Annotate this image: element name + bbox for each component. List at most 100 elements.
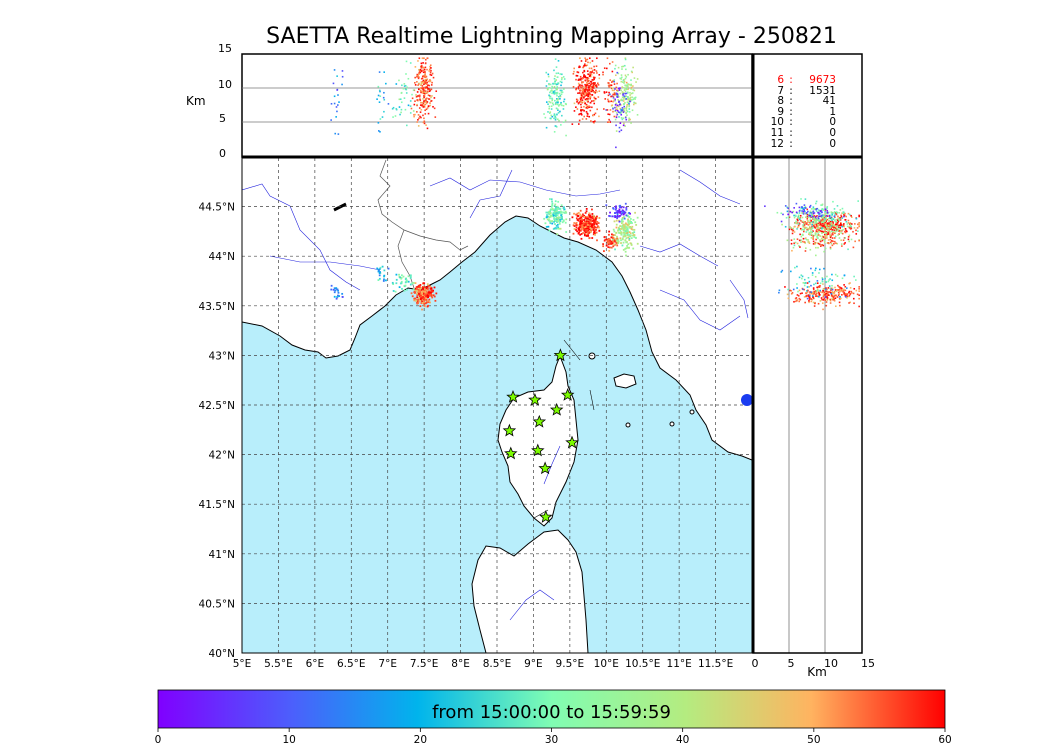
lightning-source [833, 292, 835, 295]
lightning-source [431, 95, 433, 97]
lightning-source [427, 90, 429, 93]
lightning-source [592, 233, 595, 236]
lightning-source [585, 207, 588, 210]
lightning-source [425, 92, 428, 94]
lightning-source [818, 219, 821, 222]
lightning-source [829, 236, 832, 239]
lightning-source [806, 217, 809, 220]
lightning-source [433, 286, 436, 289]
lightning-source [823, 293, 826, 296]
lightning-source [428, 88, 431, 90]
lightning-source [591, 94, 593, 96]
lightning-source [430, 295, 433, 297]
lightning-source [580, 112, 583, 115]
lightning-source [820, 230, 823, 233]
lightning-source [837, 294, 840, 296]
lightning-source [837, 221, 839, 224]
lightning-source [827, 287, 830, 289]
lightning-source [810, 212, 812, 214]
lightning-source [838, 227, 840, 230]
lightning-source [545, 71, 548, 74]
lightning-source [806, 286, 809, 288]
lightning-source [407, 275, 410, 278]
lightning-source [858, 214, 860, 217]
lightning-source [576, 230, 579, 233]
lightning-source [556, 86, 559, 88]
lightning-source [822, 218, 824, 220]
lightning-source [816, 219, 819, 221]
lightning-source [549, 210, 552, 213]
lightning-source [614, 118, 617, 121]
lightning-source [848, 291, 850, 294]
lightning-source [814, 290, 817, 292]
lightning-source [620, 213, 623, 216]
lightning-source [780, 271, 783, 273]
lightning-source [826, 234, 828, 237]
lightning-source [778, 289, 781, 292]
lightning-source [840, 232, 843, 234]
lightning-source [593, 96, 596, 99]
lightning-source [839, 288, 841, 290]
top-lightning-sources [330, 57, 639, 149]
lightning-source [822, 283, 824, 285]
lightning-source [591, 217, 594, 220]
lightning-source [841, 217, 844, 219]
lightning-source [807, 239, 809, 241]
lightning-source [546, 88, 549, 91]
lightning-source [858, 225, 860, 228]
lightning-source [814, 232, 817, 235]
lightning-source [545, 126, 548, 129]
lightning-source [847, 236, 850, 238]
lightning-source [555, 224, 558, 227]
lightning-source [630, 70, 633, 73]
lightning-source [634, 236, 637, 239]
lightning-source [603, 239, 606, 242]
lightning-source [832, 233, 834, 236]
lightning-source [549, 214, 552, 217]
lightning-source [623, 227, 626, 230]
lightning-source [549, 91, 551, 94]
lightning-source [428, 84, 431, 87]
lightning-source [623, 96, 626, 99]
lightning-source [549, 101, 552, 104]
lightning-source [821, 298, 823, 301]
lightning-source [821, 214, 823, 217]
lightning-source [548, 219, 551, 222]
lightning-source [630, 92, 633, 95]
lightning-source [424, 73, 426, 76]
lightning-source [836, 242, 839, 245]
lightning-source [423, 288, 426, 291]
lightning-source [850, 290, 853, 293]
lightning-source [590, 67, 593, 70]
lightning-source [571, 123, 574, 125]
lightning-source [590, 100, 593, 102]
lightning-source [424, 292, 427, 295]
lightning-source [593, 84, 596, 86]
lightning-source [629, 220, 631, 223]
lightning-source [557, 60, 560, 62]
lightning-source [838, 211, 840, 214]
lightning-source [817, 223, 819, 225]
lightning-source [426, 101, 429, 103]
lightning-source [575, 87, 578, 90]
lightning-source [796, 299, 799, 301]
lightning-source [417, 83, 420, 86]
lightning-source [585, 58, 587, 61]
lightning-source [794, 214, 797, 217]
lightning-source [583, 88, 586, 91]
lightning-source [836, 275, 839, 277]
lightning-source [561, 91, 564, 94]
lightning-source [839, 290, 842, 292]
lightning-source [550, 108, 553, 110]
lightning-source [404, 108, 407, 111]
lightning-source [426, 78, 429, 81]
lightning-source [620, 110, 623, 113]
lightning-source [421, 298, 424, 301]
lightning-source [591, 223, 594, 226]
lightning-source [588, 106, 590, 108]
lightning-source [595, 223, 598, 226]
lightning-source [430, 99, 433, 102]
lightning-source [626, 227, 629, 230]
lightning-source [808, 285, 810, 288]
lightning-source [590, 87, 592, 90]
